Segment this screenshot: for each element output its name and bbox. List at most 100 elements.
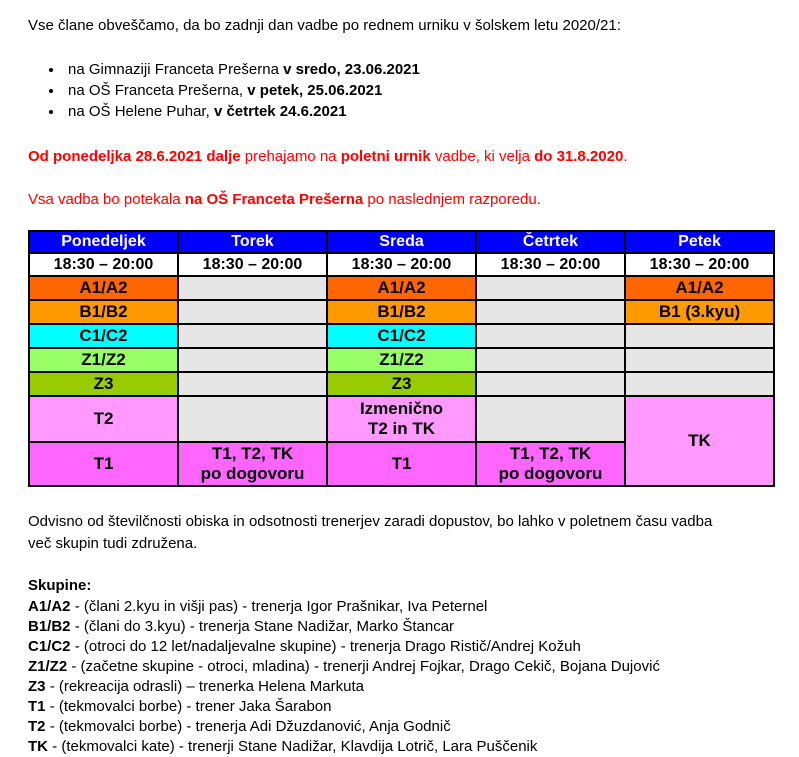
intro-paragraph: Vse člane obveščamo, da bo zadnji dan va… [28,17,621,34]
schedule-cell: A1/A2 [28,275,179,301]
list-item: na Gimnaziji Franceta Prešerna v sredo, … [64,59,775,80]
group-item: T1 - (tekmovalci borbe) - trener Jaka Ša… [28,697,775,717]
empty-cell [624,347,775,373]
empty-cell [475,299,626,325]
group-item: Z3 - (rekreacija odrasli) – trenerka Hel… [28,677,775,697]
summer-schedule-notice: Od ponedeljka 28.6.2021 dalje prehajamo … [28,146,775,167]
empty-cell [177,275,328,301]
group-desc: - (začetne skupine - otroci, mladina) - … [71,658,660,675]
schedule-cell: T1, T2, TK po dogovoru [177,441,328,487]
location-notice: Vsa vadba bo potekala na OŠ Franceta Pre… [28,189,775,210]
group-desc: - (rekreacija odrasli) – trenerka Helena… [49,678,364,695]
group-code: Z3 [28,678,46,695]
schedule-row-z3: Z3 Z3 [28,371,775,397]
notice-bold-text: na OŠ Franceta Prešerna [184,191,364,208]
group-item: T2 - (tekmovalci borbe) - trenerja Adi D… [28,717,775,737]
group-code: T1 [28,698,46,715]
schedule-row-a: A1/A2 A1/A2 A1/A2 [28,275,775,301]
empty-cell [177,323,328,349]
notice-text: . [623,148,628,165]
notice-text: prehajamo na [240,148,341,165]
schedule-cell: B1 (3.kyu) [624,299,775,325]
schedule-cell: A1/A2 [624,275,775,301]
notice-text: vadbe, ki velja [430,148,535,165]
list-item: na OŠ Helene Puhar, v četrtek 24.6.2021 [64,101,775,122]
schedule-cell: T1 [28,441,179,487]
schedule-row-b: B1/B2 B1/B2 B1 (3.kyu) [28,299,775,325]
schedule-cell: T2 [28,395,179,443]
day-header-cell: Četrtek [475,230,626,254]
group-item: B1/B2 - (člani do 3.kyu) - trenerja Stan… [28,617,775,637]
schedule-row-c: C1/C2 C1/C2 [28,323,775,349]
empty-cell [475,347,626,373]
day-header-cell: Torek [177,230,328,254]
group-desc: - (člani do 3.kyu) - trenerja Stane Nadi… [74,618,455,635]
notice-text: Vsa vadba bo potekala [28,191,185,208]
schedule-cell: Z3 [326,371,477,397]
empty-cell [475,323,626,349]
schedule-cell: Z1/Z2 [326,347,477,373]
day-header-cell: Petek [624,230,775,254]
empty-cell [177,299,328,325]
schedule-cell: C1/C2 [28,323,179,349]
notice-text: po naslednjem razporedu. [363,191,541,208]
schedule-cell: Izmenično T2 in TK [326,395,477,443]
empty-cell [624,323,775,349]
empty-cell [177,347,328,373]
bullet-date: v sredo, 23.06.2021 [283,61,420,78]
group-code: C1/C2 [28,638,71,655]
group-item: Z1/Z2 - (začetne skupine - otroci, mladi… [28,657,775,677]
bullet-date: v četrtek 24.6.2021 [213,103,347,120]
group-code: TK [28,738,48,755]
group-item: TK - (tekmovalci kate) - trenerji Stane … [28,737,775,757]
outro-paragraph: Odvisno od številčnosti obiska in odsotn… [28,513,713,552]
group-desc: - (člani 2.kyu in višji pas) - trenerja … [74,598,488,615]
time-cell: 18:30 – 20:00 [475,252,626,277]
time-cell: 18:30 – 20:00 [28,252,179,277]
bullet-date: v petek, 25.06.2021 [247,82,383,99]
empty-cell [475,395,626,443]
empty-cell [177,371,328,397]
bullet-text: na OŠ Helene Puhar, [68,103,214,120]
notice-bold-text: poletni urnik [340,148,431,165]
day-header-cell: Sreda [326,230,477,254]
schedule-cell: A1/A2 [326,275,477,301]
schedule-cell: B1/B2 [326,299,477,325]
group-desc: - (otroci do 12 let/nadaljevalne skupine… [74,638,581,655]
last-day-list: na Gimnaziji Franceta Prešerna v sredo, … [28,59,775,122]
empty-cell [475,275,626,301]
group-code: A1/A2 [28,598,71,615]
notice-bold-text: Od ponedeljka 28.6.2021 dalje [28,148,241,165]
schedule-row-t1: T1 T1, T2, TK po dogovoru T1 T1, T2, TK … [28,441,774,487]
schedule-cell-tk-merged: TK [624,395,775,487]
empty-cell [475,371,626,397]
schedule-cell: T1 [326,441,477,487]
list-item: na OŠ Franceta Prešerna, v petek, 25.06.… [64,80,775,101]
group-code: Z1/Z2 [28,658,68,675]
bullet-text: na OŠ Franceta Prešerna, [68,82,248,99]
schedule-cell: Z1/Z2 [28,347,179,373]
day-header-cell: Ponedeljek [28,230,179,254]
empty-cell [624,371,775,397]
schedule-row-z12: Z1/Z2 Z1/Z2 [28,347,775,373]
schedule-cell: B1/B2 [28,299,179,325]
group-desc: - (tekmovalci borbe) - trener Jaka Šarab… [49,698,332,715]
time-row: 18:30 – 20:00 18:30 – 20:00 18:30 – 20:0… [28,252,775,277]
group-item: A1/A2 - (člani 2.kyu in višji pas) - tre… [28,597,775,617]
schedule-cell: Z3 [28,371,179,397]
bullet-text: na Gimnaziji Franceta Prešerna [68,61,284,78]
schedule-cell: C1/C2 [326,323,477,349]
empty-cell [177,395,328,443]
group-code: B1/B2 [28,618,71,635]
time-cell: 18:30 – 20:00 [177,252,328,277]
groups-heading: Skupine: [28,577,92,594]
group-desc: - (tekmovalci kate) - trenerji Stane Nad… [52,738,538,755]
schedule-cell: T1, T2, TK po dogovoru [475,441,626,487]
time-cell: 18:30 – 20:00 [326,252,477,277]
group-item: C1/C2 - (otroci do 12 let/nadaljevalne s… [28,637,775,657]
notice-bold-text: do 31.8.2020 [534,148,624,165]
schedule-row-t2: T2 Izmenično T2 in TK TK [28,395,775,487]
schedule-table: Ponedeljek Torek Sreda Četrtek Petek 18:… [28,230,775,487]
groups-list: A1/A2 - (člani 2.kyu in višji pas) - tre… [28,597,775,757]
